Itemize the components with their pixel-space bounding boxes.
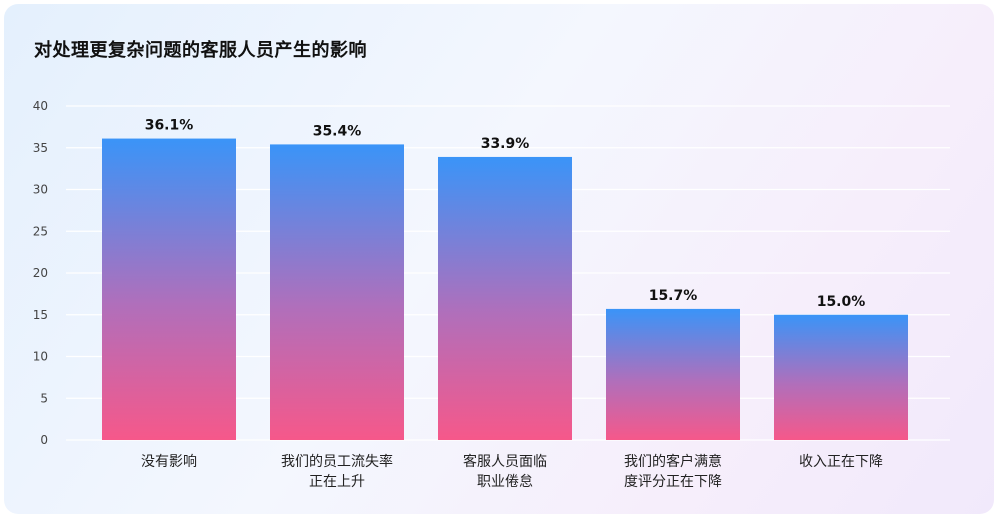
chart-card: 对处理更复杂问题的客服人员产生的影响 0 5 10 15 20 25 30 35 40 36.1… [4, 4, 994, 514]
chart-title: 对处理更复杂问题的客服人员产生的影响 [34, 40, 367, 61]
y-tick-label: 25 [33, 224, 48, 238]
y-tick-label: 35 [33, 141, 48, 155]
x-tick-label: 没有影响 [141, 454, 197, 470]
x-tick-label: 我们的员工流失率 [281, 453, 393, 470]
bar [438, 156, 572, 440]
value-label: 36.1% [145, 118, 194, 134]
y-tick-label: 20 [33, 266, 48, 280]
y-tick-label: 40 [33, 99, 48, 113]
value-label: 35.4% [313, 123, 362, 139]
x-tick-label: 客服人员面临 [463, 453, 547, 470]
bar [606, 308, 740, 440]
bar-chart: 0 5 10 15 20 25 30 35 40 36.1% 35.4% 33.9% 15.7% 15.… [33, 99, 950, 490]
y-tick-label: 30 [33, 183, 48, 197]
x-tick-label: 职业倦怠 [477, 474, 533, 490]
y-tick-label: 15 [33, 308, 48, 322]
bar [774, 314, 908, 440]
x-tick-label: 收入正在下降 [799, 454, 883, 470]
value-label: 33.9% [481, 136, 530, 152]
x-tick-label: 度评分正在下降 [624, 474, 722, 490]
y-tick-label: 10 [33, 350, 48, 364]
x-tick-label: 正在上升 [309, 474, 365, 490]
value-label: 15.0% [817, 294, 866, 310]
bar [102, 138, 236, 440]
y-tick-label: 0 [40, 433, 48, 447]
y-tick-label: 5 [40, 391, 48, 405]
x-tick-label: 我们的客户满意 [624, 453, 722, 470]
value-label: 15.7% [649, 288, 698, 304]
bar [270, 144, 404, 440]
